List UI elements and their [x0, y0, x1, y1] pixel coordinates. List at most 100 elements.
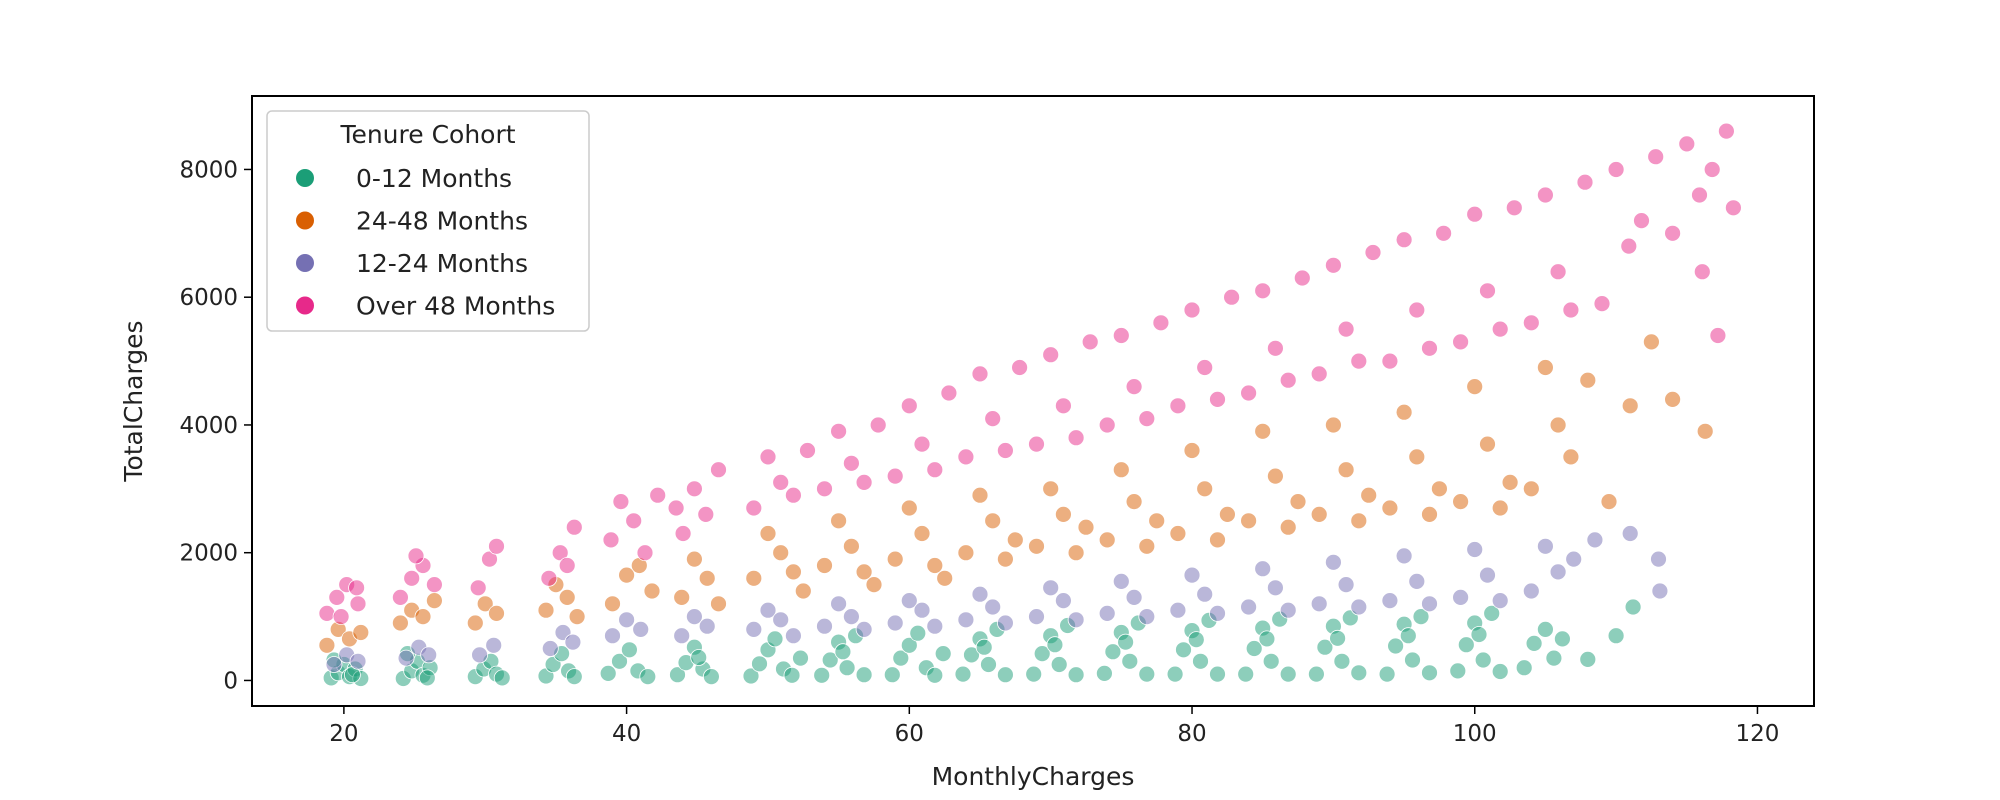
data-point-series-3-93 [1664, 224, 1681, 242]
data-point-series-1-17 [745, 621, 763, 638]
data-point-series-3-94 [1678, 135, 1696, 153]
data-point-series-0-74 [1121, 652, 1139, 670]
data-point-series-2-57 [1219, 506, 1236, 523]
data-point-series-3-43 [957, 448, 975, 466]
data-point-series-1-36 [1067, 611, 1085, 629]
y-tick-label-1: 2000 [179, 541, 238, 567]
data-point-series-1-10 [564, 633, 582, 651]
data-point-series-1-47 [1267, 579, 1284, 597]
data-point-series-3-29 [759, 448, 777, 466]
data-point-series-1-5 [420, 646, 438, 664]
data-point-series-3-21 [636, 544, 654, 562]
data-point-series-1-61 [1522, 582, 1540, 600]
data-point-series-0-44 [821, 651, 839, 669]
data-point-series-2-28 [816, 557, 833, 574]
data-point-series-2-8 [466, 614, 484, 632]
data-point-series-0-67 [1050, 656, 1068, 673]
data-point-series-2-69 [1395, 403, 1413, 421]
data-point-series-3-75 [1408, 301, 1426, 319]
data-point-series-2-60 [1267, 467, 1284, 485]
data-point-series-0-30 [669, 666, 686, 684]
data-point-series-0-46 [838, 659, 856, 677]
data-point-series-3-10 [407, 547, 425, 565]
data-point-series-3-69 [1325, 256, 1342, 274]
data-point-series-2-19 [673, 589, 691, 606]
data-point-series-2-72 [1431, 480, 1448, 498]
data-point-series-3-23 [674, 525, 692, 542]
data-point-series-0-102 [1404, 651, 1421, 669]
data-point-series-0-92 [1308, 665, 1325, 683]
data-point-series-3-16 [565, 518, 583, 536]
data-point-series-3-47 [1011, 359, 1028, 376]
data-point-series-0-35 [690, 649, 708, 666]
data-point-series-1-37 [1098, 605, 1116, 622]
data-point-series-1-67 [1650, 550, 1667, 568]
data-point-series-3-39 [900, 397, 918, 415]
data-point-series-2-29 [830, 512, 847, 530]
data-point-series-3-67 [1293, 269, 1311, 287]
data-point-series-1-6 [471, 646, 489, 664]
data-point-series-3-87 [1576, 173, 1594, 191]
data-point-series-1-65 [1586, 531, 1604, 549]
data-point-series-2-42 [1006, 531, 1024, 549]
data-point-series-2-85 [1643, 333, 1660, 351]
data-point-series-3-84 [1537, 186, 1554, 204]
data-point-series-1-58 [1466, 541, 1484, 558]
data-point-series-1-2 [349, 652, 367, 670]
data-point-series-1-50 [1325, 553, 1342, 571]
data-point-series-1-41 [1169, 601, 1187, 619]
data-point-series-0-53 [909, 624, 927, 642]
data-point-series-2-25 [772, 544, 790, 562]
data-point-series-0-26 [611, 652, 628, 670]
data-point-series-1-48 [1279, 601, 1297, 619]
data-point-series-0-64 [1025, 665, 1043, 683]
data-point-series-0-50 [883, 666, 901, 684]
data-point-series-2-14 [568, 608, 586, 625]
data-point-series-0-83 [1209, 665, 1226, 683]
data-point-series-2-27 [794, 582, 812, 600]
data-point-series-2-70 [1408, 448, 1426, 466]
data-point-series-3-11 [469, 579, 487, 597]
data-point-series-3-74 [1395, 231, 1413, 249]
data-point-series-3-49 [1042, 346, 1060, 364]
data-point-series-0-109 [1474, 651, 1492, 669]
data-point-series-0-57 [954, 665, 972, 683]
data-point-series-1-0 [325, 656, 343, 673]
data-point-series-2-32 [865, 576, 883, 593]
data-point-series-2-41 [997, 550, 1014, 568]
data-point-series-1-31 [984, 598, 1002, 616]
data-point-series-2-78 [1522, 480, 1540, 498]
data-point-series-1-32 [997, 614, 1014, 632]
data-point-series-2-10 [488, 605, 505, 622]
data-point-series-1-68 [1651, 582, 1669, 600]
data-point-series-2-23 [745, 569, 763, 587]
data-point-series-1-46 [1254, 560, 1272, 578]
data-point-series-2-9 [476, 595, 494, 613]
data-point-series-3-59 [1183, 301, 1201, 319]
data-point-series-2-84 [1621, 397, 1639, 415]
data-point-series-0-42 [792, 649, 809, 667]
data-point-series-3-22 [649, 486, 667, 504]
data-point-series-3-79 [1466, 205, 1484, 223]
data-point-series-1-43 [1196, 585, 1214, 603]
data-point-series-3-42 [940, 384, 958, 402]
data-point-series-2-45 [1055, 506, 1072, 523]
data-point-series-3-64 [1254, 282, 1272, 300]
data-point-series-0-37 [751, 655, 768, 673]
data-point-series-3-73 [1381, 352, 1399, 370]
data-point-series-3-6 [391, 589, 409, 606]
data-point-series-2-3 [352, 624, 370, 641]
data-point-series-0-88 [1262, 652, 1280, 670]
data-point-series-0-63 [975, 638, 993, 656]
data-point-series-2-86 [1664, 390, 1681, 408]
data-point-series-2-67 [1360, 486, 1378, 504]
data-point-series-2-6 [414, 608, 432, 625]
data-point-series-3-92 [1647, 148, 1665, 166]
data-point-series-0-55 [926, 666, 944, 684]
data-point-series-0-52 [900, 636, 918, 654]
data-point-series-2-58 [1240, 512, 1257, 530]
data-point-series-1-16 [698, 617, 716, 635]
data-point-series-0-110 [1483, 605, 1501, 622]
data-point-series-0-71 [1096, 665, 1113, 682]
data-point-series-1-55 [1408, 573, 1426, 590]
